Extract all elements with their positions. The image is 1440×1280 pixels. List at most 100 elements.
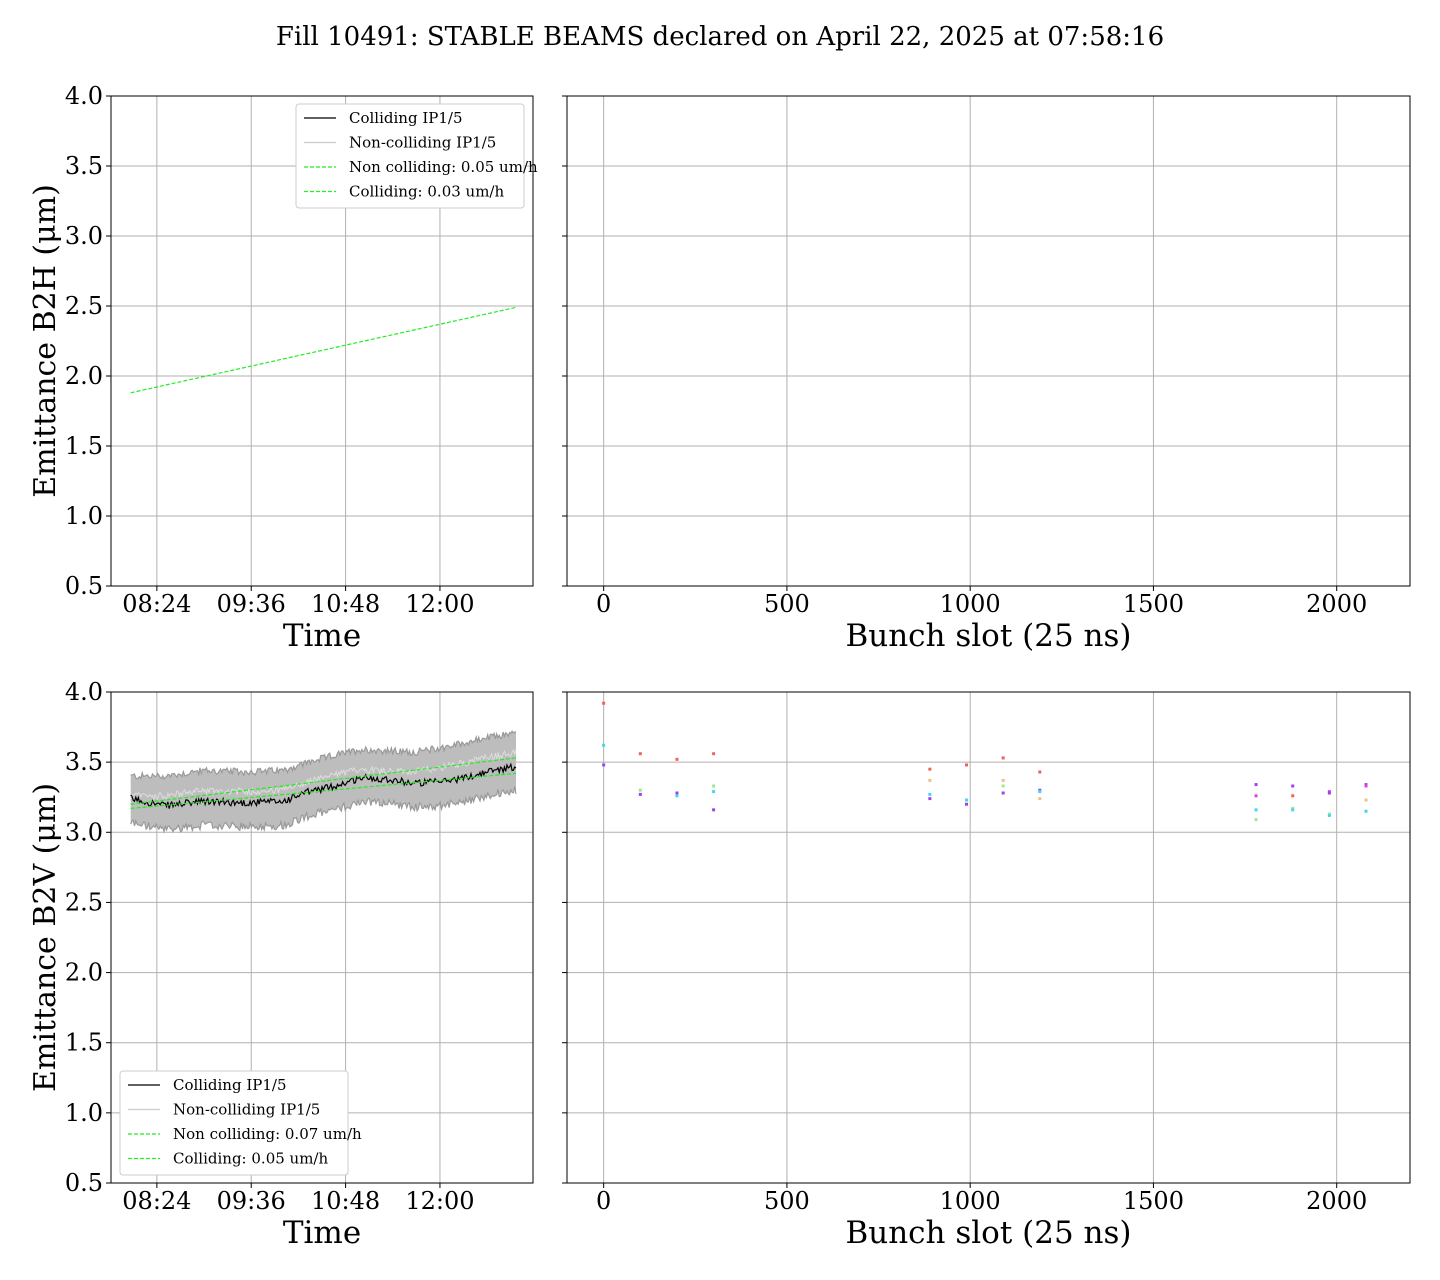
bunch-point <box>928 767 932 771</box>
bunch-point <box>602 763 606 767</box>
y-axis-label: Emittance B2H (μm) <box>28 184 63 498</box>
bunch-point <box>602 701 606 705</box>
x-tick-label: 2000 <box>1306 1187 1367 1215</box>
x-tick-label: 12:00 <box>405 1187 474 1215</box>
plot-frame <box>566 95 1411 587</box>
x-tick-label: 500 <box>764 590 810 618</box>
x-tick-label: 1000 <box>940 1187 1001 1215</box>
legend-label: Non-colliding IP1/5 <box>349 134 496 152</box>
y-tick-label: 4.0 <box>65 82 103 110</box>
bunch-point <box>1001 778 1005 782</box>
legend: Colliding IP1/5 Non-colliding IP1/5 Non co… <box>119 1070 362 1176</box>
panel-b2v-bunch: 0 500 1000 1500 2000 Bunch slot (25 ns) <box>562 691 1411 1251</box>
bunch-point <box>675 757 679 761</box>
figure-title: Fill 10491: STABLE BEAMS declared on Apr… <box>276 22 1164 52</box>
bunch-point <box>1038 790 1042 794</box>
bunch-point <box>1254 794 1258 798</box>
y-tick-label: 2.0 <box>65 362 103 390</box>
bunch-point <box>965 802 969 806</box>
panel-b2h-time: 0.5 1.0 1.5 2.0 2.5 3.0 3.5 4.0 08:24 09:36 10:48 1… <box>28 82 538 654</box>
x-tick-label: 1500 <box>1123 590 1184 618</box>
x-tick-label: 08:24 <box>122 590 191 618</box>
spread-upper-trace <box>130 730 517 781</box>
x-tick-label: 2000 <box>1306 590 1367 618</box>
y-tick-label: 2.0 <box>65 959 103 987</box>
legend: Colliding IP1/5 Non-colliding IP1/5 Non co… <box>295 103 538 209</box>
legend-box <box>119 1070 349 1176</box>
x-tick-label: 0 <box>596 590 611 618</box>
plot-frame <box>110 691 534 1184</box>
x-tick-label: 12:00 <box>405 590 474 618</box>
legend-label: Non colliding: 0.05 um/h <box>349 158 538 176</box>
bunch-point <box>675 794 679 798</box>
x-tick-label: 09:36 <box>217 590 286 618</box>
y-tick-label: 0.5 <box>65 572 103 600</box>
legend-label: Non colliding: 0.07 um/h <box>173 1125 362 1143</box>
x-tick-label: 08:24 <box>122 1187 191 1215</box>
x-axis-label: Bunch slot (25 ns) <box>845 1215 1131 1251</box>
bunch-point <box>1364 798 1368 802</box>
y-tick-label: 1.5 <box>65 432 103 460</box>
x-axis-label: Time <box>283 618 361 654</box>
panel-b2h-bunch: 0 500 1000 1500 2000 Bunch slot (25 ns) <box>562 95 1411 654</box>
bunch-point <box>1001 791 1005 795</box>
bunch-point <box>712 784 716 788</box>
x-tick-label: 1500 <box>1123 1187 1184 1215</box>
x-tick-label: 500 <box>764 1187 810 1215</box>
bunch-point <box>1327 791 1331 795</box>
x-tick-label: 10:48 <box>311 590 380 618</box>
legend-label: Colliding: 0.03 um/h <box>349 183 504 201</box>
fit-line <box>130 757 517 805</box>
legend-box <box>295 103 525 209</box>
bunch-point <box>928 792 932 796</box>
y-tick-label: 0.5 <box>65 1169 103 1197</box>
bunch-point <box>928 797 932 801</box>
bunch-point <box>1364 809 1368 813</box>
colliding-line <box>130 762 517 809</box>
bunch-point <box>1327 813 1331 817</box>
x-tick-label: 0 <box>596 1187 611 1215</box>
x-tick-label: 10:48 <box>311 1187 380 1215</box>
bunch-point <box>712 808 716 812</box>
plot-frame <box>566 691 1411 1184</box>
bunch-point <box>928 778 932 782</box>
bunch-point <box>638 792 642 796</box>
y-tick-label: 4.0 <box>65 678 103 706</box>
y-tick-label: 3.0 <box>65 222 103 250</box>
bunch-point <box>712 790 716 794</box>
y-tick-label: 1.5 <box>65 1029 103 1057</box>
bunch-point <box>1254 783 1258 787</box>
bunch-point <box>638 788 642 792</box>
bunch-point <box>675 791 679 795</box>
legend-label: Colliding IP1/5 <box>349 109 463 127</box>
y-axis-label: Emittance B2V (μm) <box>28 783 63 1092</box>
y-tick-label: 3.5 <box>65 152 103 180</box>
bunch-point <box>638 752 642 756</box>
y-tick-label: 3.5 <box>65 748 103 776</box>
spread-lower-trace <box>130 786 517 834</box>
bunch-point <box>1291 784 1295 788</box>
bunch-point <box>1364 784 1368 788</box>
bunch-point <box>712 752 716 756</box>
noncolliding-line <box>130 748 517 801</box>
bunch-point <box>1001 756 1005 760</box>
bunch-point <box>1254 818 1258 822</box>
bunch-point <box>602 743 606 747</box>
fit-line <box>130 306 517 394</box>
fit-line <box>130 772 517 810</box>
x-tick-label: 1000 <box>940 590 1001 618</box>
bunch-point <box>1254 808 1258 812</box>
plot-frame <box>110 95 534 587</box>
y-tick-label: 2.5 <box>65 888 103 916</box>
y-tick-label: 1.0 <box>65 502 103 530</box>
bunch-point <box>1001 784 1005 788</box>
x-axis-label: Bunch slot (25 ns) <box>845 618 1131 654</box>
bunch-point <box>1291 808 1295 812</box>
bunch-point <box>1291 794 1295 798</box>
bunch-point <box>1038 770 1042 774</box>
y-tick-label: 3.0 <box>65 818 103 846</box>
panel-b2v-time: 0.5 1.0 1.5 2.0 2.5 3.0 3.5 4.0 08:24 09:36 10:48 1… <box>28 678 534 1251</box>
bunch-point <box>965 763 969 767</box>
x-tick-label: 09:36 <box>217 1187 286 1215</box>
